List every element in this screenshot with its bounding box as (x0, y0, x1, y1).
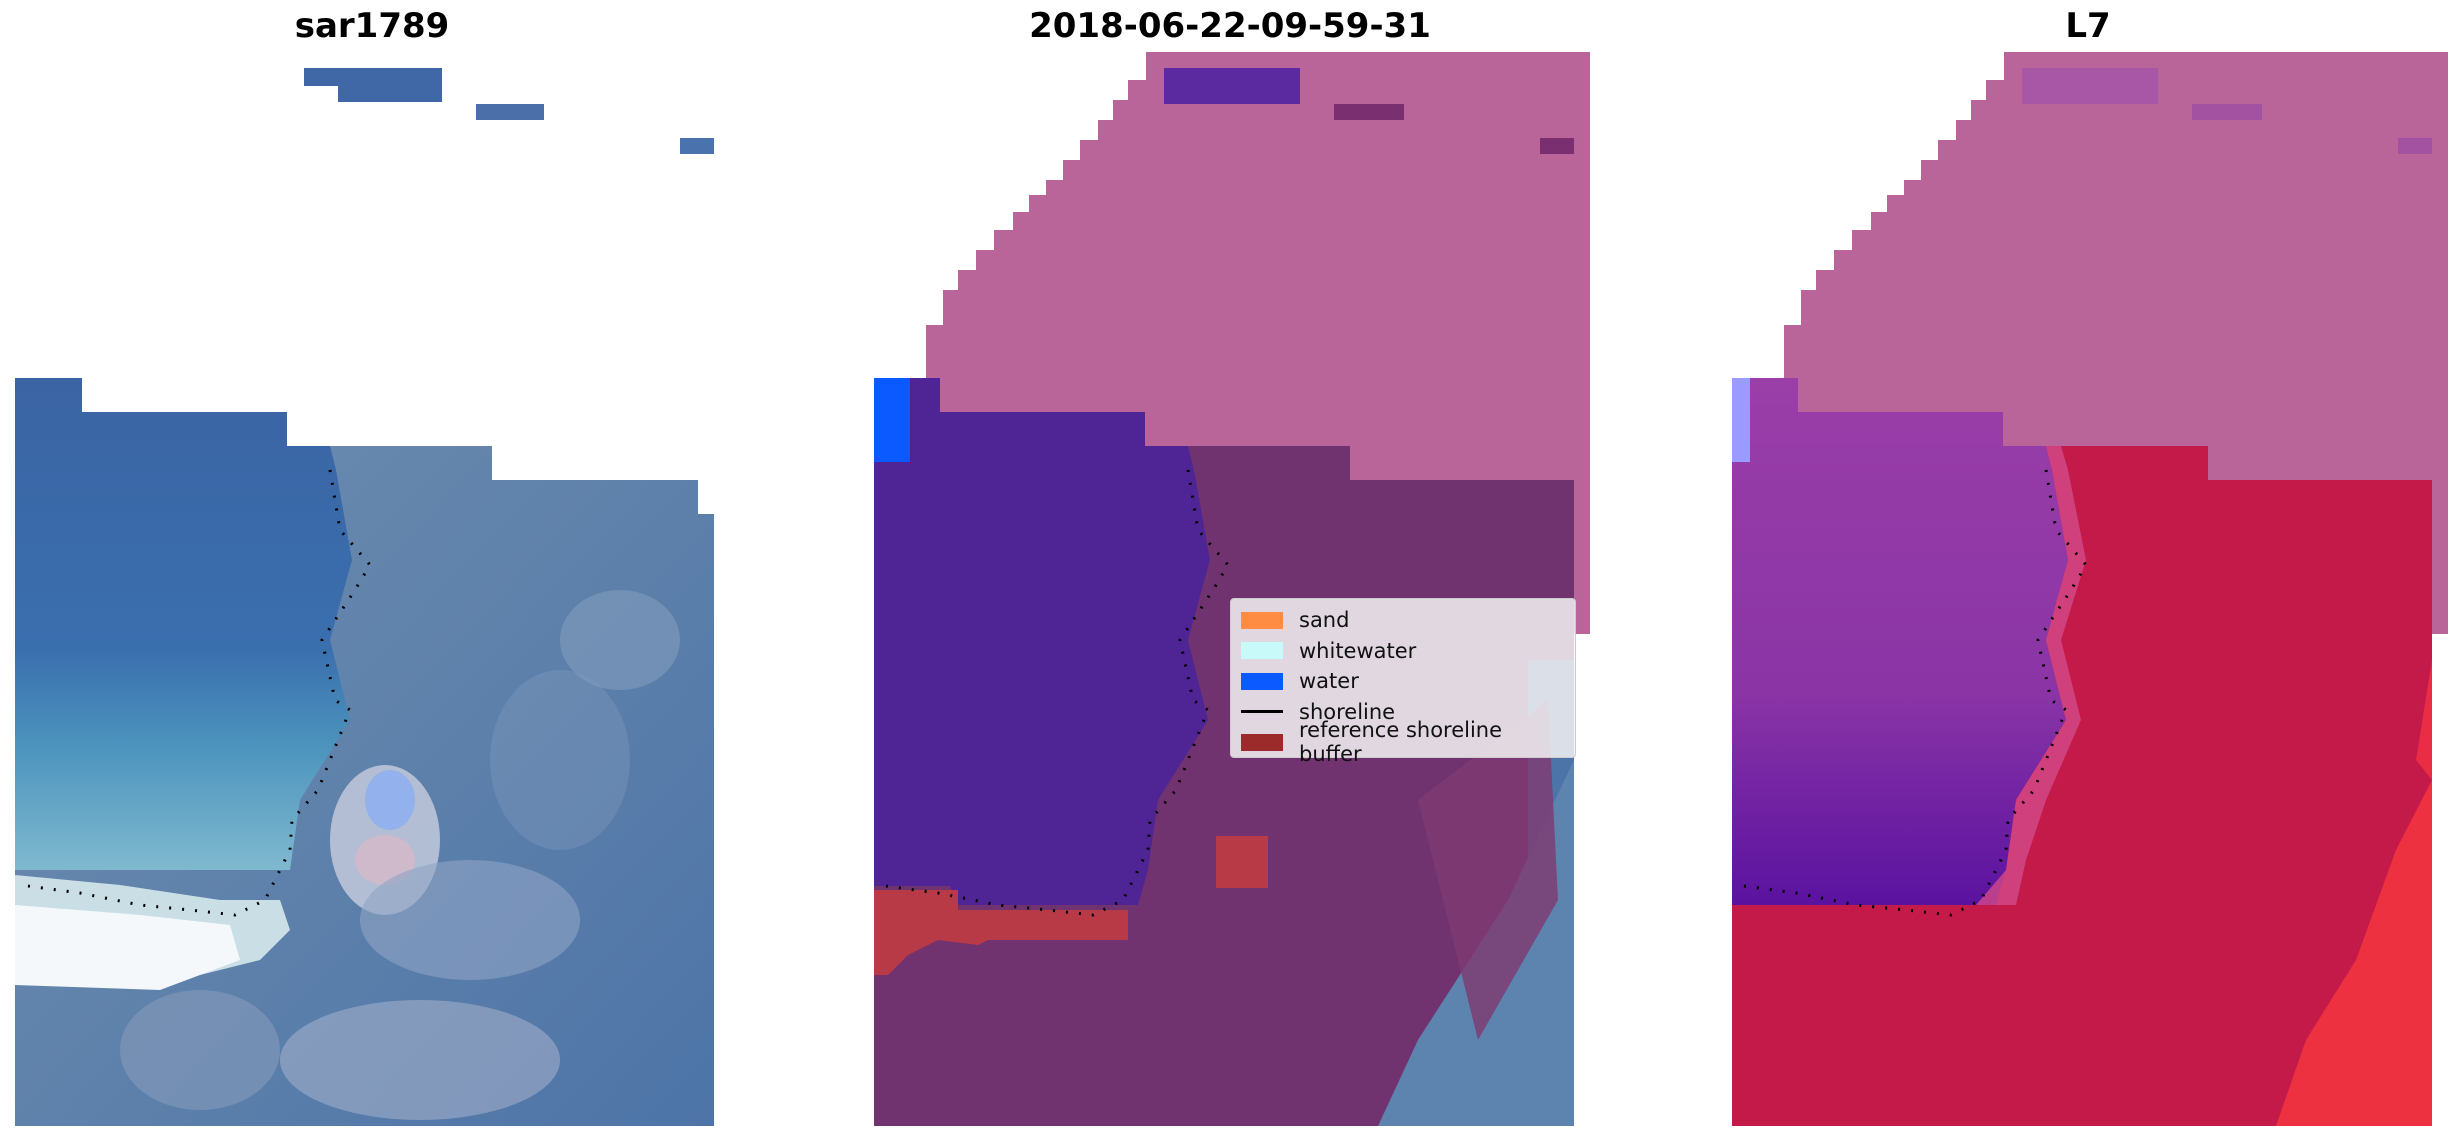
panel-title-date: 2018-06-22-09-59-31 (1029, 6, 1431, 46)
legend-item-reference-buffer: reference shoreline buffer (1241, 718, 1565, 766)
legend-label: sand (1299, 608, 1350, 633)
legend-label: shoreline (1299, 699, 1396, 724)
rgb-image (15, 68, 714, 1126)
panel-title-l7: L7 (2065, 6, 2111, 46)
whitewater-swatch (1241, 642, 1283, 660)
reference-buffer-swatch (1241, 733, 1283, 751)
legend-item-water: water (1241, 666, 1565, 697)
classified-image (874, 52, 1590, 1126)
classified-panel (858, 0, 1658, 1140)
legend: sand whitewater water shoreline referenc… (1230, 598, 1576, 766)
legend-item-shoreline: shoreline (1241, 697, 1565, 728)
sand-swatch (1241, 611, 1283, 629)
legend-label: water (1299, 669, 1359, 694)
water-swatch (1241, 672, 1283, 690)
legend-label: reference shoreline buffer (1299, 718, 1503, 767)
shoreline-swatch (1241, 710, 1283, 714)
panel-title-sar1789: sar1789 (294, 6, 450, 46)
l7-panel (1716, 0, 2460, 1140)
legend-item-sand: sand (1241, 605, 1565, 636)
rgb-image-panel (0, 0, 800, 1140)
l7-image (1732, 52, 2448, 1126)
legend-item-whitewater: whitewater (1241, 636, 1565, 667)
legend-label: whitewater (1299, 638, 1417, 663)
